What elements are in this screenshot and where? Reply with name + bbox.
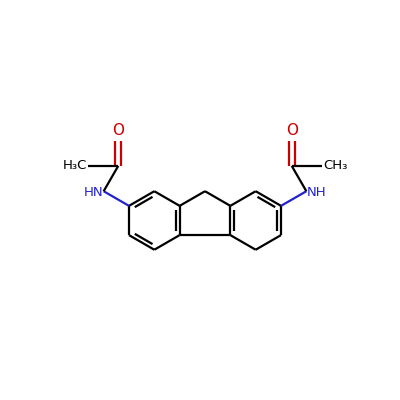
Text: NH: NH (306, 186, 326, 199)
Text: HN: HN (84, 186, 104, 199)
Text: CH₃: CH₃ (323, 159, 348, 172)
Text: H₃C: H₃C (62, 159, 87, 172)
Text: O: O (286, 123, 298, 138)
Text: O: O (112, 123, 124, 138)
